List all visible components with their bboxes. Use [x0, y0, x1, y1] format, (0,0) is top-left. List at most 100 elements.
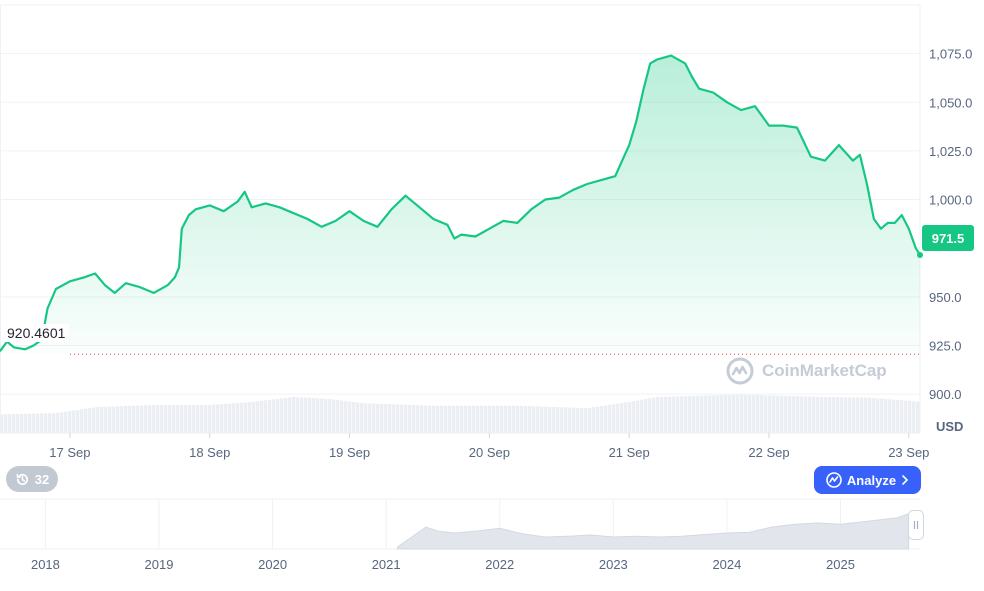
y-tick-label: 1,075.0	[929, 47, 972, 62]
volume-bar	[868, 397, 872, 433]
volume-bar	[644, 399, 648, 433]
volume-bar	[388, 404, 392, 433]
volume-bar	[276, 398, 280, 433]
volume-bar	[196, 405, 200, 433]
overview-area	[397, 513, 910, 550]
volume-bar	[8, 414, 12, 433]
volume-bar	[16, 414, 20, 433]
volume-bar	[64, 411, 68, 433]
volume-bar	[704, 395, 708, 433]
volume-bar	[412, 405, 416, 433]
volume-bar	[620, 403, 624, 433]
volume-bar	[900, 400, 904, 433]
volume-bar	[636, 400, 640, 433]
volume-bar	[860, 397, 864, 433]
volume-bar	[200, 405, 204, 433]
volume-bar	[808, 396, 812, 433]
volume-bar	[316, 398, 320, 433]
volume-bar	[812, 396, 816, 433]
volume-bar	[228, 403, 232, 433]
volume-bar	[604, 405, 608, 433]
volume-bar	[12, 414, 16, 433]
y-tick-label: 1,050.0	[929, 95, 972, 110]
volume-bar	[112, 406, 116, 433]
volume-bar	[156, 405, 160, 433]
volume-bar	[916, 401, 920, 433]
volume-bar	[904, 400, 908, 433]
volume-bar	[84, 408, 88, 433]
volume-bar	[512, 405, 516, 433]
volume-bar	[148, 405, 152, 433]
volume-bar	[380, 403, 384, 433]
volume-bar	[712, 395, 716, 433]
overview-chart[interactable]: 2018 2019 2020 2021 2022 2023 2024 2025	[0, 497, 984, 591]
volume-bar	[336, 400, 340, 433]
volume-bar	[684, 396, 688, 433]
volume-bar	[788, 396, 792, 433]
volume-bar	[68, 411, 72, 433]
overview-x-tick-label: 2018	[31, 557, 60, 572]
volume-bar	[568, 407, 572, 433]
volume-bar	[700, 395, 704, 433]
volume-bar	[836, 397, 840, 433]
volume-bar	[304, 397, 308, 433]
volume-bar	[300, 397, 304, 433]
volume-bar	[680, 396, 684, 433]
y-tick-label: 1,025.0	[929, 144, 972, 159]
watermark: CoinMarketCap	[726, 357, 887, 385]
volume-bar	[80, 409, 84, 433]
volume-bar	[468, 405, 472, 433]
volume-bar	[456, 405, 460, 433]
volume-bar	[464, 405, 468, 433]
volume-bar	[192, 405, 196, 433]
volume-bar	[400, 404, 404, 433]
volume-bar	[668, 396, 672, 433]
volume-bar	[624, 402, 628, 433]
volume-bar	[344, 401, 348, 433]
volume-bar	[356, 402, 360, 433]
overview-x-tick-label: 2021	[372, 557, 401, 572]
volume-bar	[656, 397, 660, 433]
volume-bar	[216, 404, 220, 433]
volume-bar	[508, 405, 512, 433]
analyze-label: Analyze	[846, 472, 897, 488]
volume-bar	[828, 397, 832, 433]
volume-bar	[776, 395, 780, 433]
volume-bar	[288, 397, 292, 433]
volume-bar	[660, 396, 664, 433]
history-icon	[16, 473, 28, 485]
y-axis-labels: 1,075.0 1,050.0 1,025.0 1,000.0 950.0 925.0 90…	[929, 47, 972, 402]
volume-bar	[312, 398, 316, 433]
handle-grip-icon	[913, 521, 919, 529]
volume-bar	[72, 410, 76, 433]
volume-bar	[308, 397, 312, 433]
overview-range-handle[interactable]	[908, 510, 924, 540]
volume-bar	[272, 399, 276, 433]
volume-bar	[244, 402, 248, 433]
volume-bar	[444, 405, 448, 433]
volume-bar	[324, 398, 328, 433]
volume-bar	[460, 405, 464, 433]
volume-bar	[372, 403, 376, 433]
analyze-button[interactable]: Analyze	[814, 466, 921, 494]
volume-bar	[172, 405, 176, 433]
volume-bar	[792, 396, 796, 433]
volume-bar	[768, 395, 772, 433]
volume-bar	[96, 406, 100, 433]
volume-bar	[376, 403, 380, 433]
price-chart[interactable]: 1,075.0 1,050.0 1,025.0 1,000.0 950.0 925.0 90…	[0, 0, 984, 470]
volume-bar	[520, 405, 524, 433]
volume-bar	[536, 406, 540, 433]
volume-bar	[888, 399, 892, 433]
y-tick-label: 900.0	[929, 387, 962, 402]
volume-bar	[44, 413, 48, 433]
volume-bar	[260, 400, 264, 433]
volume-bar	[92, 407, 96, 433]
volume-bar	[32, 413, 36, 433]
volume-bar	[88, 408, 92, 433]
volume-bar	[24, 413, 28, 433]
volume-bar	[484, 405, 488, 433]
volume-bar	[268, 399, 272, 433]
history-button[interactable]: 32	[6, 466, 58, 492]
volume-bar	[360, 403, 364, 433]
